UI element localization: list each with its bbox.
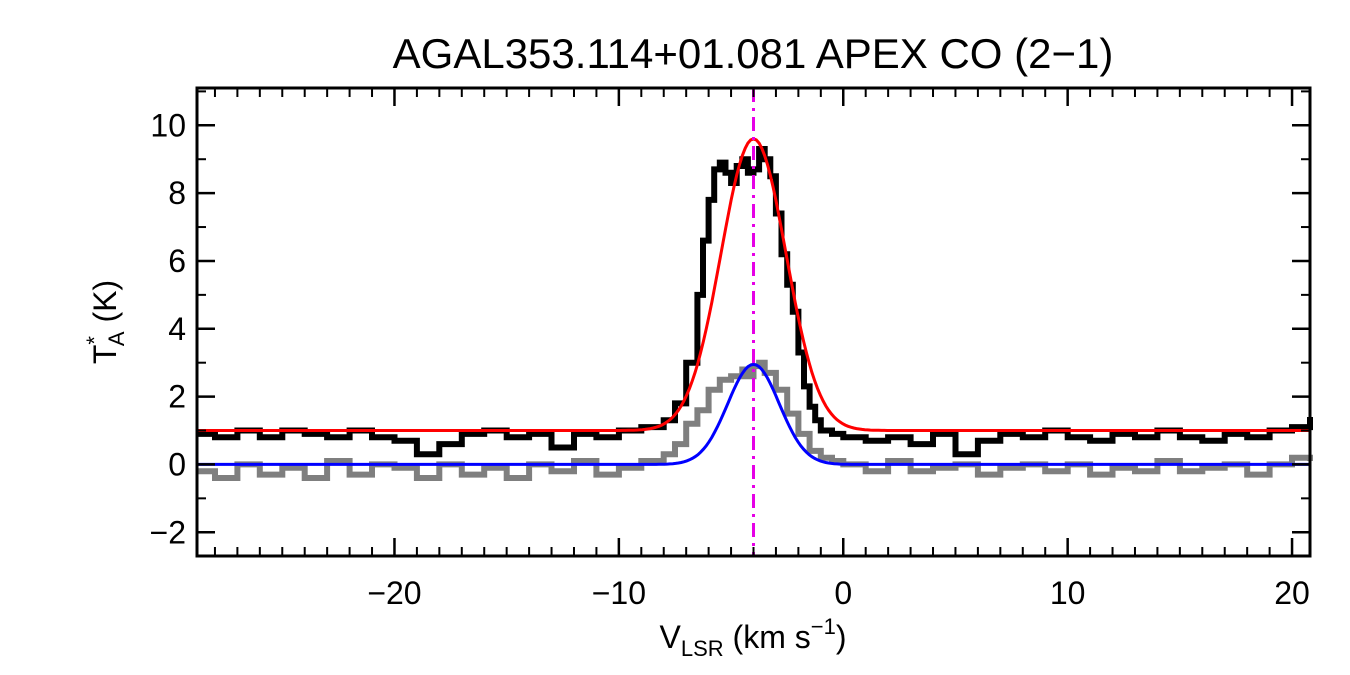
x-axis-label-exponent: −1 <box>811 614 836 639</box>
y-tick-label: 0 <box>168 446 186 482</box>
x-axis-label-sub: LSR <box>681 636 724 661</box>
x-tick-label: −10 <box>592 575 646 611</box>
plot-frame <box>195 86 1312 558</box>
y-tick-label: 10 <box>150 107 186 143</box>
gaussian-fit-4 <box>197 362 1310 466</box>
y-axis-label-sup: * <box>82 336 107 345</box>
x-axis-label: VLSR (km s−1) <box>660 614 847 661</box>
y-tick-label: 4 <box>168 311 186 347</box>
x-axis-label-unit: (km s <box>724 619 811 655</box>
y-tick-label: 6 <box>168 243 186 279</box>
spectrum-histogram-2 <box>197 359 1313 481</box>
y-tick-label: 2 <box>168 379 186 415</box>
y-tick-label: 8 <box>168 175 186 211</box>
y-axis-label-sub: A <box>104 331 129 346</box>
x-tick-label: 0 <box>834 575 852 611</box>
x-tick-label: 10 <box>1050 575 1086 611</box>
y-axis-label-unit: (K) <box>87 280 123 332</box>
y-tick-label: −2 <box>150 514 186 550</box>
x-tick-label: −20 <box>367 575 421 611</box>
x-axis-label-close: ) <box>836 619 847 655</box>
x-axis-label-main: V <box>660 619 682 655</box>
y-axis-label-main: T <box>87 345 123 365</box>
plot-area <box>197 88 1313 556</box>
y-axis-label: T*A (K) <box>82 280 129 364</box>
x-tick-label: 20 <box>1274 575 1310 611</box>
chart-title: AGAL353.114+01.081 APEX CO (2−1) <box>393 30 1114 77</box>
